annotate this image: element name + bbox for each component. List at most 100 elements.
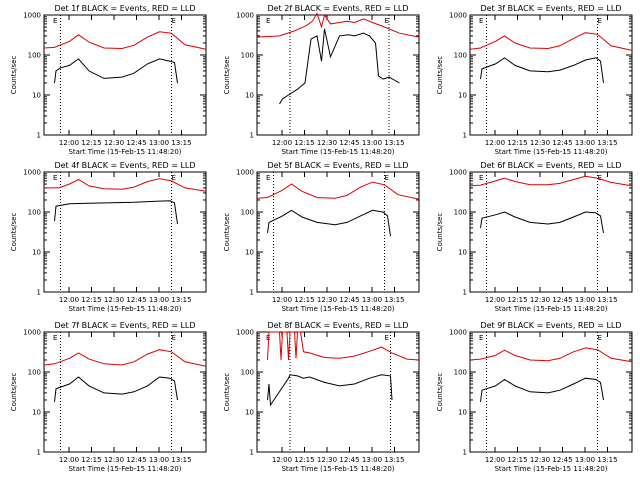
x-tick-label: 12:15: [507, 139, 527, 147]
x-tick-label: 13:15: [384, 139, 404, 147]
x-axis-label: Start Time (15-Feb-15 11:48:20): [494, 148, 607, 156]
x-tick-label: 12:30: [317, 296, 337, 304]
x-axis-label: Start Time (15-Feb-15 11:48:20): [494, 465, 607, 473]
x-tick-label: 13:00: [575, 456, 595, 464]
x-tick-label: 12:45: [126, 139, 146, 147]
y-tick-label: 100: [241, 52, 254, 60]
x-tick-label: 12:00: [59, 139, 79, 147]
lld-series-line: [256, 181, 420, 200]
e-marker: E: [385, 334, 389, 342]
plot-frame: [256, 14, 420, 136]
x-tick-label: 12:00: [272, 296, 292, 304]
y-tick-label: 1: [250, 132, 254, 140]
x-tick-label: 12:45: [552, 456, 572, 464]
y-axis-label: Counts/sec: [10, 56, 18, 95]
x-tick-label: 13:00: [362, 139, 382, 147]
e-marker: E: [479, 17, 483, 25]
e-marker: E: [479, 174, 483, 182]
y-axis-label: Counts/sec: [436, 373, 444, 412]
x-axis-label: Start Time (15-Feb-15 11:48:20): [68, 305, 181, 313]
y-tick-label: 10: [458, 409, 467, 417]
y-tick-label: 1000: [449, 329, 467, 337]
chart-panel-3: Det 3f BLACK = Events, RED = LLD 1 10 100 10…: [436, 4, 633, 156]
chart-title: Det 6f BLACK = Events, RED = LLD: [480, 161, 621, 170]
x-tick-label: 12:00: [59, 456, 79, 464]
x-axis-label: Start Time (15-Feb-15 11:48:20): [281, 465, 394, 473]
x-axis-label: Start Time (15-Feb-15 11:48:20): [281, 148, 394, 156]
x-tick-label: 13:00: [149, 139, 169, 147]
y-tick-label: 1: [37, 132, 41, 140]
y-tick-label: 100: [454, 209, 467, 217]
y-axis-label: Counts/sec: [223, 56, 231, 95]
e-marker: E: [53, 174, 57, 182]
e-marker: E: [598, 17, 602, 25]
x-tick-label: 12:15: [507, 296, 527, 304]
x-tick-label: 12:00: [272, 456, 292, 464]
events-series-line: [267, 374, 393, 407]
x-axis-label: Start Time (15-Feb-15 11:48:20): [281, 305, 394, 313]
e-marker: E: [385, 17, 389, 25]
x-tick-label: 13:15: [171, 296, 191, 304]
y-tick-label: 10: [458, 92, 467, 100]
x-axis-label: Start Time (15-Feb-15 11:48:20): [68, 148, 181, 156]
e-marker: E: [598, 174, 602, 182]
x-tick-label: 12:15: [294, 296, 314, 304]
y-tick-label: 10: [32, 92, 41, 100]
x-tick-label: 12:15: [294, 139, 314, 147]
x-tick-label: 13:00: [575, 296, 595, 304]
e-marker: E: [53, 334, 57, 342]
chart-title: Det 8f BLACK = Events, RED = LLD: [267, 321, 408, 330]
chart-title: Det 3f BLACK = Events, RED = LLD: [480, 4, 621, 13]
e-marker: E: [172, 334, 176, 342]
y-tick-label: 100: [28, 209, 41, 217]
y-tick-label: 1000: [23, 12, 41, 20]
y-axis-label: Counts/sec: [223, 213, 231, 252]
x-tick-label: 13:15: [597, 456, 617, 464]
chart-title: Det 9f BLACK = Events, RED = LLD: [480, 321, 621, 330]
events-series-line: [267, 209, 391, 237]
x-tick-label: 12:30: [317, 456, 337, 464]
x-axis-label: Start Time (15-Feb-15 11:48:20): [68, 465, 181, 473]
y-tick-label: 100: [454, 369, 467, 377]
lld-series-line: [43, 31, 207, 50]
y-tick-label: 1: [463, 289, 467, 297]
x-tick-label: 13:15: [597, 296, 617, 304]
events-series-line: [480, 211, 604, 233]
plot-frame: [469, 14, 633, 136]
events-series-line: [480, 377, 604, 402]
e-marker: E: [266, 17, 270, 25]
x-tick-label: 13:00: [362, 456, 382, 464]
y-tick-label: 100: [241, 209, 254, 217]
x-tick-label: 12:00: [272, 139, 292, 147]
x-tick-label: 13:15: [171, 456, 191, 464]
chart-title: Det 5f BLACK = Events, RED = LLD: [267, 161, 408, 170]
plot-frame: [256, 331, 420, 453]
chart-panel-6: Det 6f BLACK = Events, RED = LLD 1 10 100 10…: [436, 161, 633, 313]
y-axis-label: Counts/sec: [10, 213, 18, 252]
chart-title: Det 1f BLACK = Events, RED = LLD: [54, 4, 195, 13]
lld-series-line: [256, 12, 420, 38]
chart-panel-1: Det 1f BLACK = Events, RED = LLD 1 10 100 10…: [10, 4, 207, 156]
x-tick-label: 12:15: [81, 456, 101, 464]
x-tick-label: 12:45: [339, 456, 359, 464]
lld-series-line: [43, 349, 207, 367]
lld-series-line: [469, 32, 633, 51]
events-series-line: [54, 200, 178, 225]
events-series-line: [54, 376, 178, 402]
y-tick-label: 100: [454, 52, 467, 60]
y-tick-label: 10: [245, 409, 254, 417]
y-tick-label: 1000: [449, 169, 467, 177]
y-tick-label: 10: [245, 249, 254, 257]
x-tick-label: 13:15: [384, 456, 404, 464]
x-tick-label: 12:30: [104, 456, 124, 464]
y-axis-label: Counts/sec: [10, 373, 18, 412]
y-tick-label: 1000: [236, 12, 254, 20]
chart-panel-2: Det 2f BLACK = Events, RED = LLD 1 10 100 10…: [223, 4, 420, 156]
x-tick-label: 13:15: [597, 139, 617, 147]
y-tick-label: 1: [37, 289, 41, 297]
chart-panel-8: Det 8f BLACK = Events, RED = LLD 1 10 100 10…: [223, 321, 420, 473]
lld-series-line: [469, 175, 633, 187]
x-tick-label: 12:15: [81, 139, 101, 147]
y-tick-label: 1000: [23, 169, 41, 177]
